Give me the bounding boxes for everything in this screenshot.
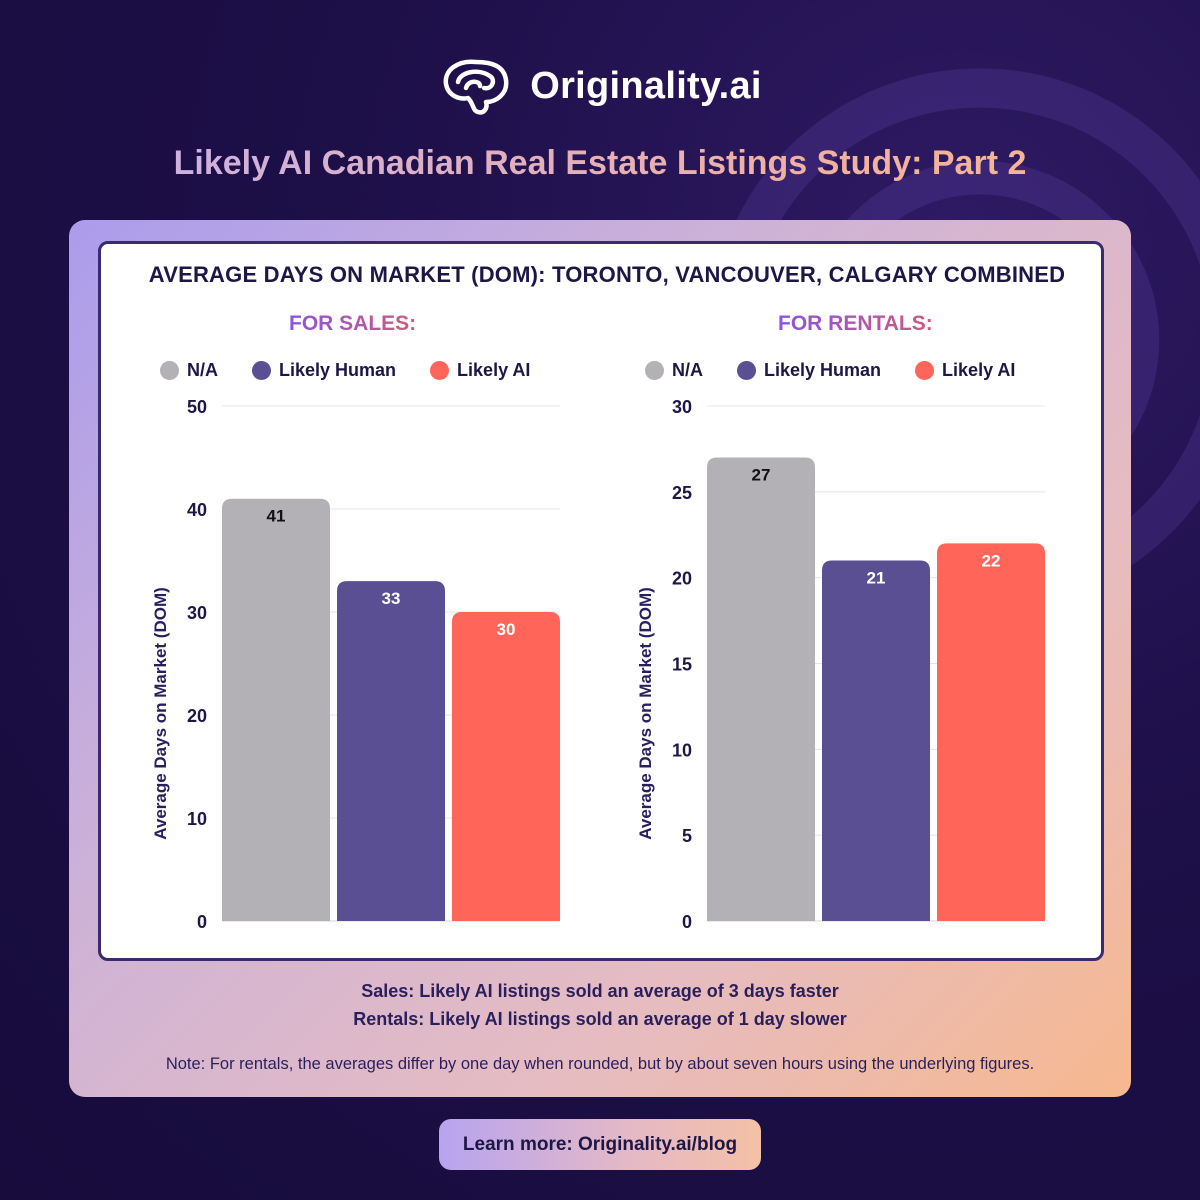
legend-label: N/A bbox=[187, 360, 218, 380]
legend-label: Likely AI bbox=[457, 360, 531, 380]
legend-item-likely-ai: Likely AI bbox=[430, 360, 530, 381]
footnote: Note: For rentals, the averages differ b… bbox=[165, 1055, 1035, 1073]
legend-dot-na bbox=[160, 361, 179, 380]
legend-label: Likely Human bbox=[764, 360, 882, 380]
chart-title: AVERAGE DAYS ON MARKET (DOM): TORONTO, V… bbox=[148, 262, 1066, 287]
chart-card bbox=[98, 241, 1104, 961]
legend-label: Likely Human bbox=[279, 360, 397, 380]
brand-name: Originality.ai bbox=[530, 64, 762, 107]
legend-label: N/A bbox=[672, 360, 703, 380]
learn-more-button[interactable]: Learn more: Originality.ai/blog bbox=[439, 1119, 761, 1170]
rentals-subtitle: FOR RENTALS: bbox=[778, 312, 933, 335]
legend-item-na: N/A bbox=[160, 360, 218, 381]
legend-item-likely-human: Likely Human bbox=[737, 360, 881, 381]
brand-header: Originality.ai bbox=[0, 56, 1200, 116]
legend-dot-likely-human bbox=[737, 361, 756, 380]
rentals-summary: Rentals: Likely AI listings sold an aver… bbox=[353, 1009, 847, 1029]
rentals-legend: N/A Likely Human Likely AI bbox=[645, 360, 1049, 381]
sales-subtitle: FOR SALES: bbox=[289, 312, 417, 335]
legend-item-likely-ai: Likely AI bbox=[915, 360, 1015, 381]
legend-dot-na bbox=[645, 361, 664, 380]
legend-dot-likely-ai bbox=[430, 361, 450, 380]
brain-logo-icon bbox=[443, 59, 509, 115]
legend-label: Likely AI bbox=[942, 360, 1016, 380]
legend-item-likely-human: Likely Human bbox=[252, 360, 396, 381]
sales-summary: Sales: Likely AI listings sold an averag… bbox=[361, 981, 839, 1001]
legend-dot-likely-ai bbox=[915, 361, 935, 380]
legend-item-na: N/A bbox=[645, 360, 703, 381]
legend-dot-likely-human bbox=[252, 361, 271, 380]
study-title: Likely AI Canadian Real Estate Listings … bbox=[0, 144, 1200, 183]
sales-legend: N/A Likely Human Likely AI bbox=[160, 360, 564, 381]
